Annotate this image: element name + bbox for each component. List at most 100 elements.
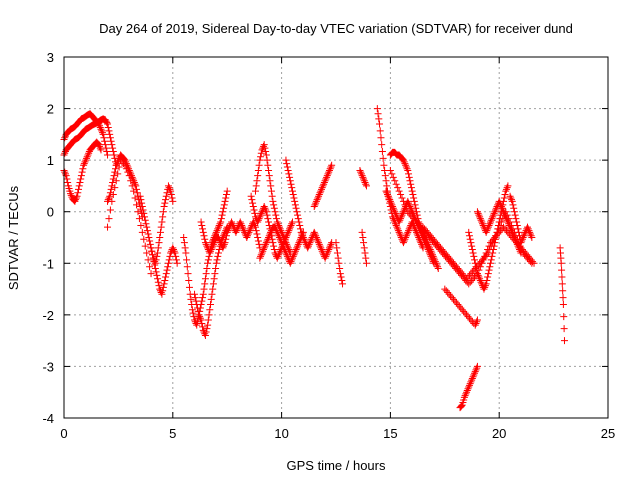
data-point — [336, 270, 344, 278]
data-point-fill — [267, 187, 275, 195]
data-point — [395, 187, 403, 195]
x-tick-label: 5 — [169, 426, 176, 441]
data-point-fill — [465, 271, 473, 279]
data-point — [460, 393, 468, 401]
data-point-fill — [490, 242, 498, 250]
data-point — [500, 208, 508, 216]
series-arc-ab — [506, 192, 536, 247]
data-point — [312, 234, 320, 241]
data-point-fill — [337, 273, 345, 281]
data-point-fill — [447, 256, 455, 264]
data-point-fill — [257, 209, 265, 217]
data-point-fill — [405, 209, 413, 217]
data-point-fill — [485, 266, 493, 274]
series-arc-ac — [556, 244, 568, 345]
data-point — [473, 270, 481, 278]
data-point-fill — [159, 213, 167, 221]
data-point — [169, 197, 177, 205]
data-point-fill — [105, 215, 113, 223]
data-point-fill — [431, 237, 439, 245]
data-point-fill — [254, 166, 262, 174]
data-point — [151, 264, 159, 272]
data-point — [358, 172, 366, 180]
data-point-fill — [124, 163, 132, 171]
data-point-fill — [159, 208, 167, 216]
data-point-fill — [426, 232, 434, 240]
data-point-fill — [129, 175, 137, 183]
data-point — [106, 192, 114, 200]
data-point — [206, 249, 214, 257]
data-point — [154, 249, 162, 257]
data-point-fill — [209, 242, 217, 250]
series-arc-y — [456, 362, 481, 412]
data-point-fill — [146, 237, 154, 245]
data-point — [99, 130, 107, 138]
data-point — [147, 244, 155, 252]
data-point-fill — [220, 240, 228, 248]
data-point — [426, 249, 434, 257]
data-point-fill — [457, 402, 465, 410]
data-point — [508, 228, 516, 236]
data-point-fill — [442, 287, 450, 295]
data-point — [317, 187, 325, 195]
data-point-fill — [503, 184, 511, 192]
data-point — [473, 208, 481, 216]
data-point-fill — [224, 227, 232, 235]
data-point — [325, 244, 333, 252]
data-point-fill — [360, 239, 368, 247]
data-point — [258, 249, 266, 257]
data-point — [465, 280, 473, 288]
data-point-fill — [254, 216, 262, 224]
data-point-fill — [204, 256, 212, 264]
data-point — [112, 177, 120, 185]
data-point-fill — [281, 247, 289, 255]
data-point — [223, 187, 231, 195]
data-point-fill — [203, 325, 211, 333]
data-point — [471, 259, 479, 267]
data-point — [315, 239, 323, 247]
data-point-fill — [217, 215, 225, 223]
data-point — [206, 306, 214, 314]
data-point-fill — [61, 168, 69, 176]
data-point-fill — [161, 276, 169, 284]
data-point-fill — [199, 225, 207, 233]
data-point-fill — [161, 199, 169, 207]
data-point-fill — [61, 134, 69, 142]
data-point — [291, 249, 299, 257]
series-arc-r — [358, 228, 370, 267]
data-point-fill — [501, 211, 509, 219]
data-point-fill — [109, 144, 117, 152]
x-tick-label: 10 — [274, 426, 288, 441]
data-point-fill — [109, 148, 117, 156]
data-point — [323, 172, 331, 180]
data-point-fill — [447, 292, 455, 300]
data-point — [523, 254, 531, 262]
data-point-fill — [220, 204, 228, 212]
data-point-fill — [265, 221, 273, 229]
data-point-fill — [106, 206, 114, 214]
data-point — [473, 316, 481, 324]
data-point-fill — [559, 294, 567, 302]
data-point-fill — [496, 215, 504, 223]
data-point-fill — [455, 302, 463, 310]
data-point — [265, 218, 273, 226]
data-point-fill — [111, 184, 119, 192]
data-point — [164, 259, 172, 267]
data-point-fill — [508, 196, 516, 204]
data-point-fill — [265, 232, 273, 240]
data-point-fill — [386, 196, 394, 204]
data-point — [104, 120, 112, 128]
data-point — [214, 249, 222, 257]
data-point — [463, 275, 471, 283]
data-point — [404, 208, 412, 216]
data-point — [262, 239, 270, 247]
data-point — [458, 306, 466, 314]
series-arc-q — [356, 166, 370, 190]
data-point-fill — [262, 240, 270, 248]
y-tick-label: -4 — [42, 411, 54, 426]
data-point — [473, 362, 481, 370]
data-point — [526, 228, 534, 236]
data-point — [500, 223, 508, 231]
data-point — [310, 203, 318, 211]
data-point — [506, 192, 514, 200]
